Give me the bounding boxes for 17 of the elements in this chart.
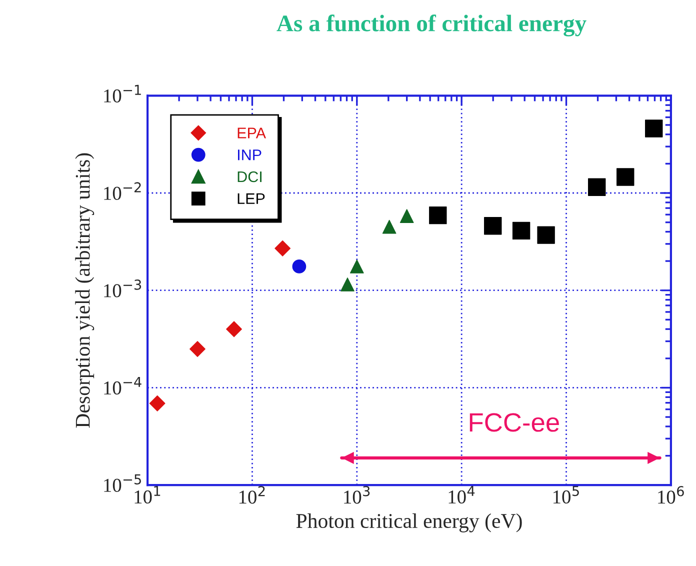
x-tick-label: 10$^{5}$ xyxy=(553,486,579,504)
y-tick-label: 10$^{−1}$ xyxy=(104,84,141,102)
legend-label: LEP xyxy=(238,193,265,204)
x-tick-label: 10$^{4}$ xyxy=(448,486,475,504)
legend-label: EPA xyxy=(238,128,266,138)
y-tick-label: 10$^{−4}$ xyxy=(104,376,142,395)
legend-label: DCI xyxy=(238,171,262,182)
y-axis-title: Desorption yield (arbitrary units) xyxy=(75,153,94,428)
y-tick-label: 10$^{−2}$ xyxy=(104,182,141,200)
x-tick-label: 10$^{3}$ xyxy=(344,486,370,504)
annotation: FCC-ee xyxy=(470,413,559,432)
chart-title: As a function of critical energy xyxy=(276,14,586,36)
x-tick-label: 10$^{6}$ xyxy=(658,486,684,504)
y-tick-label: 10$^{−3}$ xyxy=(104,280,142,298)
legend-label: INP xyxy=(238,150,262,160)
x-tick-label: 10$^{2}$ xyxy=(239,486,265,504)
x-axis-title: Photon critical energy (eV) xyxy=(296,513,522,532)
